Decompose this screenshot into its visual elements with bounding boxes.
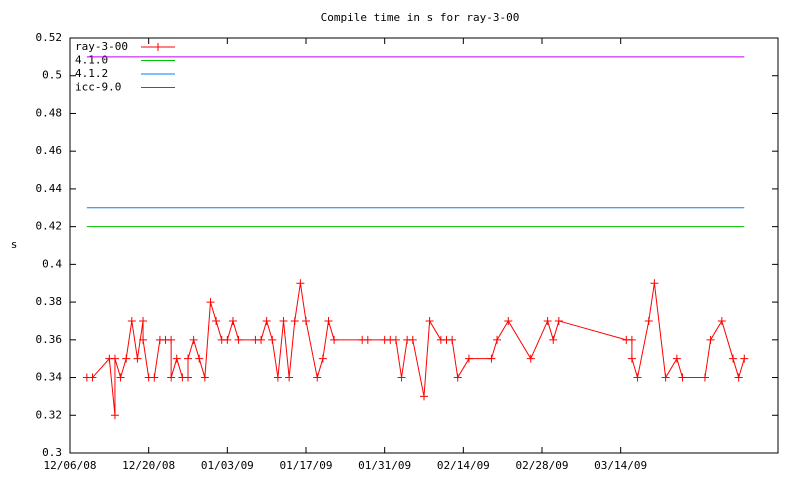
point-marker: [363, 335, 372, 344]
point-marker: [234, 335, 243, 344]
x-tick-label: 02/28/09: [516, 459, 569, 472]
point-marker: [740, 354, 749, 363]
point-marker: [290, 316, 299, 325]
y-tick-label: 0.4: [42, 257, 62, 270]
y-tick-label: 0.36: [36, 333, 63, 346]
x-tick-label: 12/20/08: [122, 459, 175, 472]
point-marker: [420, 392, 428, 401]
y-tick-label: 0.38: [36, 295, 63, 308]
point-marker: [700, 373, 709, 382]
legend-label: 4.1.2: [75, 67, 108, 80]
legend-label: icc-9.0: [75, 81, 121, 94]
point-marker: [200, 373, 209, 382]
point-marker: [627, 354, 636, 363]
point-marker: [729, 354, 738, 363]
point-marker: [262, 316, 271, 325]
point-marker: [706, 335, 715, 344]
point-marker: [504, 316, 513, 325]
point-marker: [184, 373, 192, 382]
point-marker: [285, 373, 294, 382]
point-marker: [425, 316, 434, 325]
point-marker: [279, 316, 288, 325]
point-marker: [268, 335, 277, 344]
y-tick-label: 0.44: [36, 182, 63, 195]
point-marker: [313, 373, 322, 382]
y-tick-label: 0.52: [36, 31, 63, 44]
point-marker: [223, 335, 232, 344]
y-tick-label: 0.3: [42, 446, 62, 459]
point-marker: [296, 279, 305, 288]
x-tick-label: 01/31/09: [358, 459, 411, 472]
point-marker: [195, 354, 204, 363]
x-tick-label: 12/06/08: [44, 459, 97, 472]
x-tick-label: 01/03/09: [201, 459, 254, 472]
point-marker: [116, 373, 125, 382]
point-marker: [133, 354, 142, 363]
point-marker: [228, 316, 237, 325]
x-tick-label: 01/17/09: [280, 459, 333, 472]
point-marker: [408, 335, 417, 344]
point-marker: [554, 316, 563, 325]
point-marker: [330, 335, 339, 344]
point-marker: [633, 373, 642, 382]
point-marker: [717, 316, 726, 325]
point-marker: [549, 335, 558, 344]
point-marker: [678, 373, 687, 382]
point-marker: [661, 373, 670, 382]
point-marker: [324, 316, 333, 325]
point-marker: [172, 354, 181, 363]
point-marker: [627, 335, 636, 344]
point-marker: [88, 373, 97, 382]
point-marker: [526, 354, 535, 363]
point-marker: [672, 354, 681, 363]
y-tick-label: 0.46: [36, 144, 63, 157]
chart-title: Compile time in s for ray-3-00: [321, 11, 520, 24]
point-marker: [302, 316, 310, 325]
y-tick-label: 0.48: [36, 106, 63, 119]
point-marker: [543, 316, 552, 325]
y-axis-label: s: [11, 238, 18, 251]
point-marker: [453, 373, 462, 382]
x-tick-label: 03/14/09: [594, 459, 647, 472]
point-marker: [110, 411, 119, 420]
point-marker: [206, 298, 215, 307]
point-marker: [650, 279, 659, 288]
point-marker: [167, 335, 176, 344]
y-tick-label: 0.42: [36, 220, 63, 233]
point-marker: [189, 335, 198, 344]
point-marker: [167, 373, 176, 382]
point-marker: [493, 335, 502, 344]
point-marker: [139, 335, 148, 344]
legend-label: 4.1.0: [75, 54, 108, 67]
point-marker: [139, 316, 148, 325]
point-marker: [127, 316, 136, 325]
x-tick-label: 02/14/09: [437, 459, 490, 472]
point-marker: [110, 354, 119, 363]
legend-marker: [154, 43, 162, 51]
point-marker: [644, 316, 653, 325]
point-marker: [212, 316, 221, 325]
point-marker: [184, 354, 192, 363]
plot-border: [69, 37, 779, 454]
point-marker: [122, 354, 131, 363]
point-marker: [257, 335, 266, 344]
y-tick-label: 0.34: [36, 371, 63, 384]
point-marker: [487, 354, 496, 363]
point-marker: [273, 373, 282, 382]
y-tick-label: 0.32: [36, 408, 63, 421]
point-marker: [448, 335, 457, 344]
point-marker: [150, 373, 159, 382]
legend-label: ray-3-00: [75, 40, 128, 53]
point-marker: [734, 373, 743, 382]
point-marker: [318, 354, 327, 363]
y-tick-label: 0.5: [42, 69, 62, 82]
point-marker: [391, 335, 400, 344]
point-marker: [464, 354, 473, 363]
point-marker: [397, 373, 406, 382]
